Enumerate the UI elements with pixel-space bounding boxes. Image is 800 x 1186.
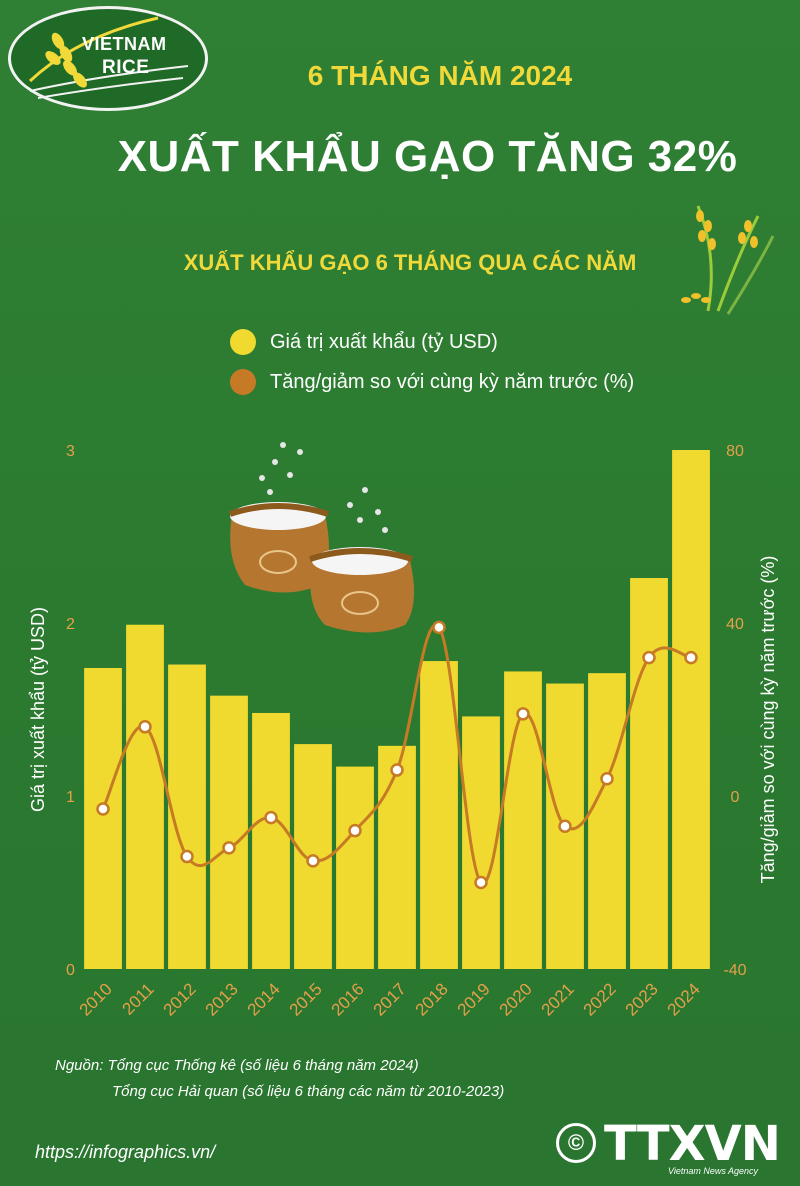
growth-point-2010 bbox=[96, 802, 110, 816]
y2-tick-label: -40 bbox=[723, 962, 746, 979]
bar-2011 bbox=[126, 624, 164, 969]
x-tick-label: 2020 bbox=[496, 979, 536, 1019]
y2-axis-title: Tăng/giảm so với cùng kỳ năm trước (%) bbox=[758, 556, 778, 884]
ttxvn-logo: TTXVN bbox=[604, 1116, 781, 1172]
y-tick-label: 0 bbox=[66, 962, 75, 979]
legend-dot-line bbox=[230, 369, 256, 395]
x-tick-label: 2017 bbox=[370, 979, 410, 1019]
growth-point-2016 bbox=[348, 823, 362, 838]
growth-line bbox=[101, 623, 692, 885]
vietnam-rice-logo: VIETNAM RICE bbox=[8, 6, 208, 111]
chart-legend: Giá trị xuất khẩu (tỷ USD) Tăng/giảm so … bbox=[230, 322, 634, 402]
bar-2024 bbox=[672, 450, 710, 969]
bar-2020 bbox=[504, 671, 542, 969]
growth-point-2011 bbox=[138, 720, 152, 734]
legend-label-bars: Giá trị xuất khẩu (tỷ USD) bbox=[270, 330, 498, 353]
y-tick-label: 2 bbox=[66, 616, 75, 633]
x-tick-label: 2021 bbox=[538, 979, 578, 1019]
legend-item-bars: Giá trị xuất khẩu (tỷ USD) bbox=[230, 322, 634, 362]
legend-label-line: Tăng/giảm so với cùng kỳ năm trước (%) bbox=[270, 370, 635, 393]
rice-logo-icon bbox=[28, 16, 189, 99]
copyright-icon: © bbox=[556, 1123, 596, 1163]
y-tick-label: 1 bbox=[66, 789, 75, 806]
website-url[interactable]: https://infographics.vn/ bbox=[35, 1142, 216, 1162]
y2-tick-label: 0 bbox=[731, 789, 740, 806]
x-tick-label: 2016 bbox=[328, 979, 368, 1019]
growth-point-2012 bbox=[180, 849, 194, 864]
x-tick-label: 2023 bbox=[622, 979, 662, 1019]
line-layer bbox=[96, 620, 698, 890]
headline: XUẤT KHẨU GẠO TĂNG 32% bbox=[117, 132, 738, 181]
rice-plant-icon bbox=[681, 205, 775, 315]
x-tick-label: 2010 bbox=[76, 979, 116, 1019]
chart-subtitle: XUẤT KHẨU GẠO 6 THÁNG QUA CÁC NĂM bbox=[183, 250, 637, 275]
logo-text-vietnam: VIETNAM bbox=[82, 34, 167, 54]
legend-item-line: Tăng/giảm so với cùng kỳ năm trước (%) bbox=[230, 362, 634, 402]
x-tick-label: 2015 bbox=[286, 979, 326, 1019]
logo-badge bbox=[8, 6, 208, 111]
x-tick-label: 2022 bbox=[580, 979, 620, 1019]
growth-point-2013 bbox=[222, 841, 236, 855]
growth-point-2018 bbox=[432, 620, 446, 635]
growth-point-2024 bbox=[684, 650, 698, 665]
growth-point-2021 bbox=[558, 819, 572, 834]
growth-point-2015 bbox=[306, 854, 320, 868]
x-tick-label: 2012 bbox=[160, 979, 200, 1019]
x-tick-label: 2024 bbox=[664, 979, 704, 1019]
x-tick-label: 2018 bbox=[412, 979, 452, 1019]
bar-2017 bbox=[378, 745, 416, 969]
source-line-2: Tổng cục Hải quan (số liệu 6 tháng các n… bbox=[112, 1083, 505, 1100]
bar-2019 bbox=[462, 716, 500, 969]
x-tick-label: 2019 bbox=[454, 979, 494, 1019]
bar-2010 bbox=[84, 667, 122, 969]
x-tick-label: 2014 bbox=[244, 979, 284, 1019]
ttxvn-subtitle: Vietnam News Agency bbox=[668, 1166, 759, 1176]
y2-tick-label: 80 bbox=[726, 443, 744, 460]
bar-2013 bbox=[210, 695, 248, 969]
growth-point-2014 bbox=[264, 810, 278, 825]
source-note: Nguồn: Tổng cục Thống kê (số liệu 6 thán… bbox=[55, 1053, 504, 1105]
chart: 0 1 2 3 -40 0 40 80 2010 2011 2012 2013 2014 2015 2016… bbox=[28, 442, 778, 1020]
bar-2023 bbox=[630, 578, 668, 969]
x-tick-label: 2011 bbox=[119, 979, 158, 1018]
growth-point-2017 bbox=[390, 763, 404, 777]
growth-point-2019 bbox=[474, 875, 488, 890]
y-tick-label: 3 bbox=[66, 443, 75, 460]
source-line-1: Nguồn: Tổng cục Thống kê (số liệu 6 thán… bbox=[55, 1057, 419, 1074]
growth-point-2023 bbox=[642, 650, 656, 665]
bar-2018 bbox=[420, 661, 458, 969]
growth-point-2020 bbox=[516, 707, 530, 721]
bar-2016 bbox=[336, 766, 374, 969]
period-title: 6 THÁNG NĂM 2024 bbox=[307, 60, 573, 91]
y-axis-title: Giá trị xuất khẩu (tỷ USD) bbox=[28, 607, 48, 812]
x-tick-label: 2013 bbox=[202, 979, 242, 1019]
logo-text-rice: RICE bbox=[102, 57, 150, 78]
bars-layer bbox=[84, 450, 710, 969]
growth-point-2022 bbox=[600, 771, 614, 786]
rice-sack-icon bbox=[229, 442, 414, 633]
bar-2014 bbox=[252, 712, 290, 969]
bar-2022 bbox=[588, 673, 626, 969]
y2-tick-label: 40 bbox=[726, 616, 744, 633]
legend-dot-bars bbox=[230, 329, 256, 355]
